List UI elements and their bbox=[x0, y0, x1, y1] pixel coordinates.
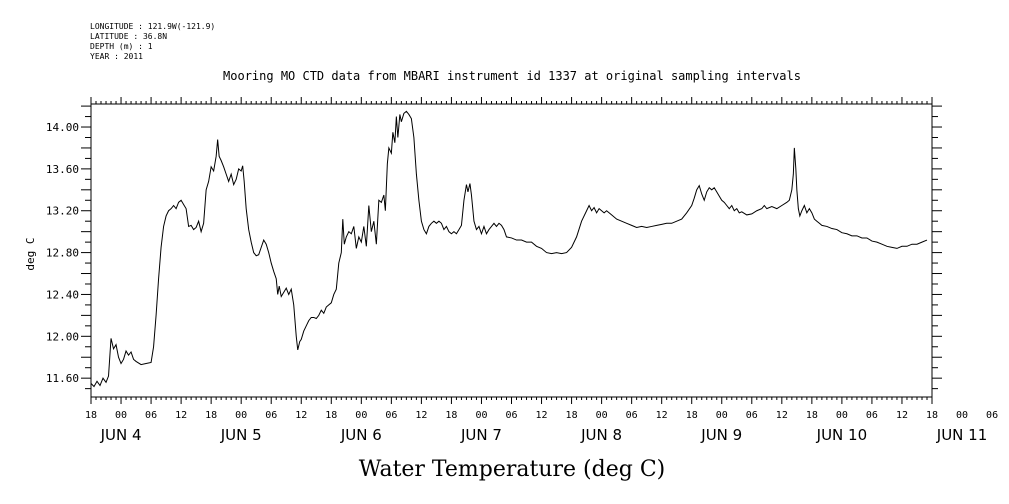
y-axis-label: deg C bbox=[24, 237, 37, 270]
x-day-label: JUN 5 bbox=[220, 426, 262, 444]
x-hour-label: 06 bbox=[986, 410, 998, 421]
y-tick-label: 12.00 bbox=[46, 330, 79, 343]
y-tick-label: 14.00 bbox=[46, 121, 79, 134]
x-hour-label: 18 bbox=[325, 410, 337, 421]
x-hour-label: 12 bbox=[896, 410, 908, 421]
year-text: YEAR : 2011 bbox=[90, 52, 143, 61]
x-hour-label: 18 bbox=[445, 410, 457, 421]
x-hour-label: 00 bbox=[355, 410, 367, 421]
x-day-label: JUN 9 bbox=[700, 426, 742, 444]
x-axis-label: Water Temperature (deg C) bbox=[359, 457, 666, 482]
x-hour-label: 00 bbox=[596, 410, 608, 421]
x-hour-label: 18 bbox=[85, 410, 97, 421]
x-hour-label: 18 bbox=[686, 410, 698, 421]
y-tick-labels: 11.60 12.00 12.40 12.80 13.20 13.60 14.00 bbox=[46, 121, 79, 385]
x-hour-label: 06 bbox=[505, 410, 517, 421]
x-hour-label: 06 bbox=[385, 410, 397, 421]
x-hour-label: 00 bbox=[235, 410, 247, 421]
x-day-label: JUN 6 bbox=[340, 426, 382, 444]
x-hour-label: 12 bbox=[656, 410, 668, 421]
x-hour-label: 12 bbox=[175, 410, 187, 421]
x-hour-label: 00 bbox=[475, 410, 487, 421]
y-tick-label: 13.20 bbox=[46, 205, 79, 218]
y-tick-label: 12.80 bbox=[46, 247, 79, 260]
x-hour-label: 06 bbox=[746, 410, 758, 421]
x-hour-label: 18 bbox=[806, 410, 818, 421]
x-hour-label: 00 bbox=[716, 410, 728, 421]
x-hour-label: 00 bbox=[836, 410, 848, 421]
latitude-text: LATITUDE : 36.8N bbox=[90, 32, 168, 41]
y-tick-label: 13.60 bbox=[46, 163, 79, 176]
x-hour-label: 18 bbox=[205, 410, 217, 421]
x-day-label: JUN 8 bbox=[580, 426, 622, 444]
x-day-label: JUN 4 bbox=[100, 426, 142, 444]
chart-title: Mooring MO CTD data from MBARI instrumen… bbox=[223, 69, 801, 83]
x-tick-labels: 18 00 06 12 18 00 06 12 18 00 06 12 18 00 06 12 18 00 06 12… bbox=[85, 410, 998, 444]
y-tick-label: 12.40 bbox=[46, 288, 79, 301]
x-day-label: JUN 11 bbox=[936, 426, 987, 444]
series-line-water-temperature bbox=[90, 110, 928, 388]
x-hour-label: 12 bbox=[415, 410, 427, 421]
tick-marks bbox=[81, 97, 942, 404]
x-hour-label: 18 bbox=[566, 410, 578, 421]
x-hour-label: 12 bbox=[776, 410, 788, 421]
x-hour-label: 00 bbox=[115, 410, 127, 421]
x-hour-label: 06 bbox=[145, 410, 157, 421]
depth-text: DEPTH (m) : 1 bbox=[90, 42, 153, 51]
longitude-text: LONGITUDE : 121.9W(-121.9) bbox=[90, 22, 216, 31]
x-hour-label: 00 bbox=[956, 410, 968, 421]
x-hour-label: 12 bbox=[295, 410, 307, 421]
x-day-label: JUN 10 bbox=[816, 426, 867, 444]
y-tick-label: 11.60 bbox=[46, 372, 79, 385]
x-hour-label: 12 bbox=[536, 410, 548, 421]
x-day-label: JUN 7 bbox=[460, 426, 502, 444]
x-hour-label: 06 bbox=[866, 410, 878, 421]
x-hour-label: 06 bbox=[265, 410, 277, 421]
x-hour-label: 06 bbox=[626, 410, 638, 421]
x-hour-label: 18 bbox=[926, 410, 938, 421]
metadata-block: LONGITUDE : 121.9W(-121.9) LATITUDE : 36… bbox=[90, 22, 215, 62]
